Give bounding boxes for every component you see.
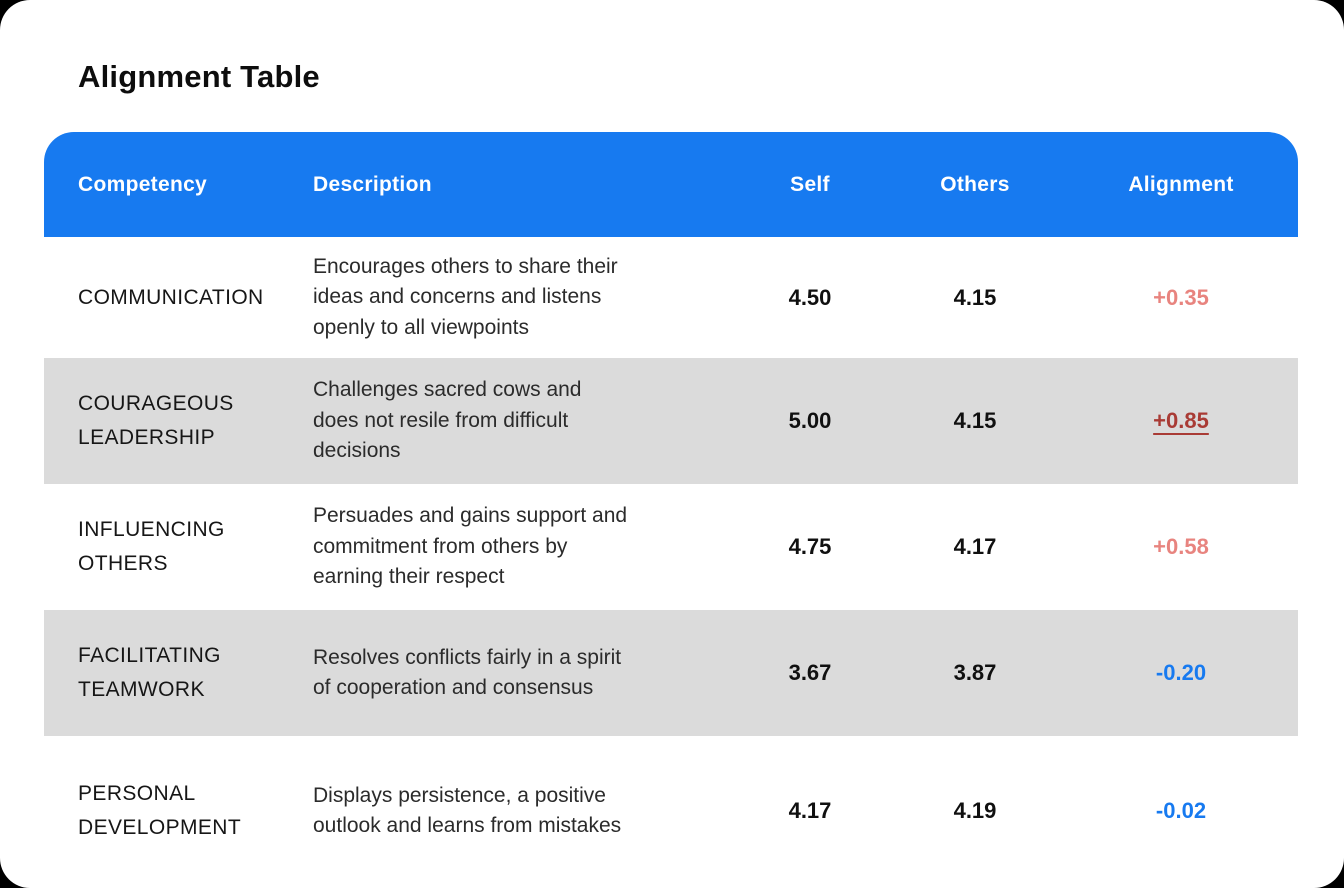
header-cell-others: Others xyxy=(940,172,1010,196)
self-score: 5.00 xyxy=(788,408,832,433)
competency-description: Challenges sacred cows and does not resi… xyxy=(313,378,582,463)
alignment-table: Competency Description Self Others Align… xyxy=(44,132,1298,886)
alignment-value: +0.35 xyxy=(1153,284,1209,310)
table-body: COMMUNICATION Encourages others to share… xyxy=(44,237,1298,886)
table-row: PERSONAL DEVELOPMENT Displays persistenc… xyxy=(44,736,1298,886)
competency-name: COURAGEOUS LEADERSHIP xyxy=(78,392,234,449)
others-score: 4.15 xyxy=(953,408,997,433)
competency-description: Encourages others to share their ideas a… xyxy=(313,254,618,339)
self-score: 4.17 xyxy=(788,798,832,823)
header-cell-alignment: Alignment xyxy=(1128,172,1234,196)
self-score: 4.75 xyxy=(788,534,832,559)
self-score: 3.67 xyxy=(788,660,832,685)
alignment-value: +0.85 xyxy=(1153,408,1209,433)
table-row: INFLUENCING OTHERS Persuades and gains s… xyxy=(44,484,1298,610)
competency-name: INFLUENCING OTHERS xyxy=(78,518,225,575)
alignment-value: -0.02 xyxy=(1155,798,1207,823)
competency-description: Persuades and gains support and commitme… xyxy=(313,504,628,589)
self-score: 4.50 xyxy=(788,284,832,310)
table-row: COURAGEOUS LEADERSHIP Challenges sacred … xyxy=(44,358,1298,484)
page-title: Alignment Table xyxy=(78,59,320,94)
table-row: FACILITATING TEAMWORK Resolves conflicts… xyxy=(44,610,1298,736)
others-score: 3.87 xyxy=(953,660,997,685)
others-score: 4.19 xyxy=(953,798,997,823)
competency-name: FACILITATING TEAMWORK xyxy=(78,644,221,701)
competency-description: Resolves conflicts fairly in a spirit of… xyxy=(313,645,622,699)
others-score: 4.15 xyxy=(953,284,997,310)
competency-name: COMMUNICATION xyxy=(78,285,264,309)
table-header: Competency Description Self Others Align… xyxy=(44,132,1298,237)
header-cell-competency: Competency xyxy=(78,172,208,196)
alignment-value: -0.20 xyxy=(1155,660,1207,685)
competency-name: PERSONAL DEVELOPMENT xyxy=(78,782,242,839)
header-cell-description: Description xyxy=(313,172,432,196)
table-row: COMMUNICATION Encourages others to share… xyxy=(44,237,1298,358)
competency-description: Displays persistence, a positive outlook… xyxy=(313,783,622,837)
title-bar: Alignment Table xyxy=(0,0,1344,132)
header-cell-self: Self xyxy=(790,172,830,196)
alignment-value: +0.58 xyxy=(1153,534,1209,559)
others-score: 4.17 xyxy=(953,534,997,559)
